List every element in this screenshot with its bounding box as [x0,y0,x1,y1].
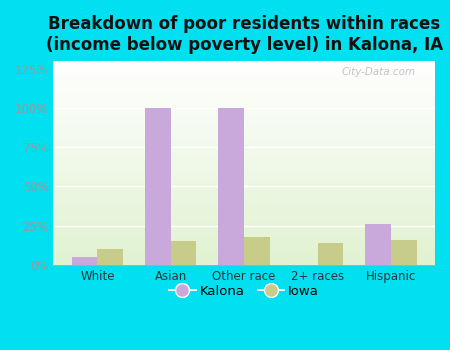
Legend: Kalona, Iowa: Kalona, Iowa [164,280,324,303]
Bar [171,241,197,265]
Bar [219,108,244,265]
Title: Breakdown of poor residents within races
(income below poverty level) in Kalona,: Breakdown of poor residents within races… [45,15,443,54]
Bar [244,237,270,265]
Bar [72,257,97,265]
Bar [391,240,417,265]
Bar [318,243,343,265]
Bar [365,224,391,265]
Text: City-Data.com: City-Data.com [342,67,416,77]
Bar [97,249,123,265]
Bar [145,108,171,265]
